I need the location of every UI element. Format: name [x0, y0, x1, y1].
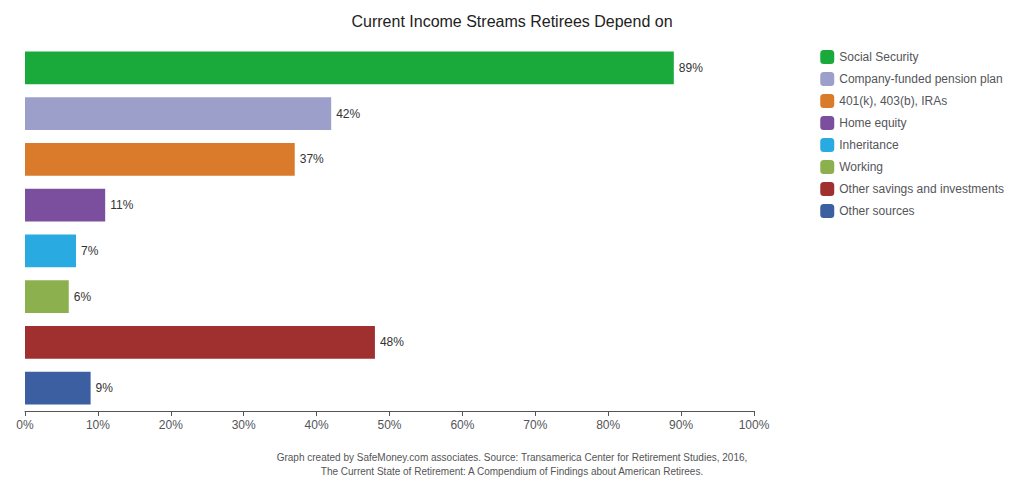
svg-text:90%: 90% — [669, 418, 693, 432]
svg-text:Company-funded pension plan: Company-funded pension plan — [839, 72, 1002, 86]
svg-text:42%: 42% — [336, 107, 360, 121]
svg-text:Working: Working — [839, 160, 883, 174]
svg-text:50%: 50% — [377, 418, 401, 432]
svg-text:6%: 6% — [74, 290, 92, 304]
svg-text:0%: 0% — [16, 418, 34, 432]
svg-text:100%: 100% — [739, 418, 770, 432]
svg-text:Other sources: Other sources — [839, 204, 914, 218]
svg-text:40%: 40% — [305, 418, 329, 432]
svg-text:11%: 11% — [110, 198, 133, 212]
svg-text:The Current State of Retiremen: The Current State of Retirement: A Compe… — [321, 466, 703, 477]
svg-text:401(k), 403(b), IRAs: 401(k), 403(b), IRAs — [839, 94, 947, 108]
svg-text:89%: 89% — [679, 61, 703, 75]
svg-text:20%: 20% — [159, 418, 183, 432]
svg-text:Other savings and investments: Other savings and investments — [839, 182, 1004, 196]
svg-text:Social Security: Social Security — [839, 50, 918, 64]
svg-text:48%: 48% — [380, 335, 404, 349]
svg-text:10%: 10% — [86, 418, 110, 432]
svg-text:9%: 9% — [96, 381, 114, 395]
svg-text:Home equity: Home equity — [839, 116, 906, 130]
svg-text:70%: 70% — [523, 418, 547, 432]
svg-text:7%: 7% — [81, 244, 99, 258]
svg-text:30%: 30% — [232, 418, 256, 432]
svg-text:Inheritance: Inheritance — [839, 138, 899, 152]
svg-text:60%: 60% — [450, 418, 474, 432]
svg-text:Current Income Streams Retiree: Current Income Streams Retirees Depend o… — [351, 13, 672, 30]
svg-text:37%: 37% — [300, 152, 324, 166]
svg-text:Graph created by SafeMoney.com: Graph created by SafeMoney.com associate… — [277, 452, 748, 463]
svg-text:80%: 80% — [596, 418, 620, 432]
